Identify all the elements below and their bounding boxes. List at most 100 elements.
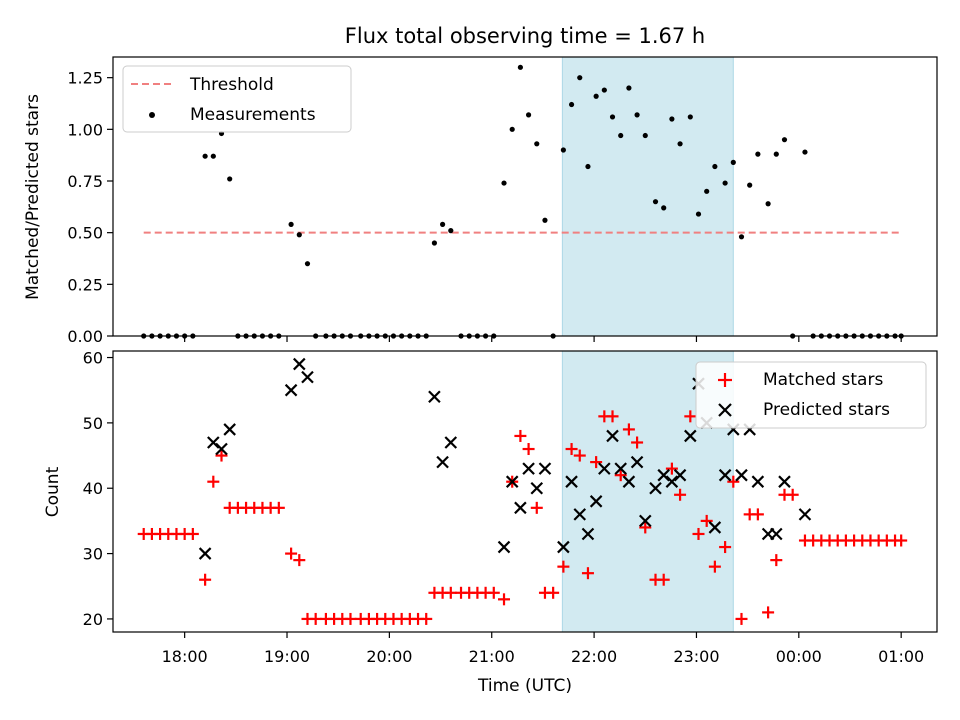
predicted-star-marker bbox=[573, 508, 587, 521]
measurement-point bbox=[440, 221, 446, 227]
count-x-tick-label: 22:00 bbox=[571, 647, 617, 666]
measurement-point bbox=[669, 116, 675, 122]
ratio-y-tick-label: 1.00 bbox=[67, 120, 103, 139]
predicted-star-marker bbox=[436, 455, 449, 469]
matched-star-marker bbox=[309, 612, 322, 625]
matched-star-marker bbox=[770, 554, 783, 567]
predicted-star-marker bbox=[207, 436, 220, 449]
count-panel-ylabel: Count bbox=[43, 466, 63, 517]
legend-matched-swatch bbox=[718, 373, 732, 387]
measurement-point bbox=[568, 101, 575, 108]
count-panel: 20 30 40 50 60 18:00 19:00 20:00 21:00 22:00 23:0… bbox=[43, 349, 938, 696]
matched-star-marker bbox=[530, 501, 543, 514]
count-y-tick-label: 30 bbox=[83, 545, 103, 564]
count-x-tick-label: 21:00 bbox=[469, 647, 515, 666]
ratio-panel-y-axis: 0.00 0.25 0.50 0.75 1.00 1.25 bbox=[67, 69, 113, 346]
matched-star-marker bbox=[186, 527, 199, 540]
predicted-star-marker bbox=[293, 357, 306, 371]
measurement-point bbox=[517, 64, 523, 70]
legend-measurements-swatch bbox=[149, 112, 155, 118]
count-y-tick-label: 40 bbox=[83, 479, 103, 498]
matched-star-marker bbox=[573, 449, 586, 462]
matched-star-marker bbox=[285, 547, 298, 560]
predicted-stars-points bbox=[198, 357, 812, 560]
predicted-star-marker bbox=[223, 423, 236, 436]
measurement-point bbox=[431, 240, 438, 246]
measurement-point bbox=[687, 114, 693, 120]
matched-star-marker bbox=[420, 612, 433, 625]
legend-measurements-label: Measurements bbox=[190, 105, 316, 125]
count-x-tick-label: 01:00 bbox=[878, 647, 924, 666]
predicted-star-marker bbox=[514, 501, 527, 515]
count-x-tick-label: 23:00 bbox=[673, 647, 719, 666]
measurement-point bbox=[618, 132, 624, 139]
measurement-point bbox=[802, 149, 808, 155]
predicted-star-marker bbox=[284, 383, 298, 397]
predicted-star-marker bbox=[606, 429, 619, 443]
predicted-star-marker bbox=[622, 475, 636, 488]
measurement-point bbox=[542, 217, 548, 223]
measurement-point bbox=[722, 180, 728, 186]
measurement-point bbox=[704, 188, 710, 194]
ratio-panel-legend: Threshold Measurements bbox=[122, 65, 352, 133]
predicted-star-marker bbox=[497, 540, 511, 554]
matched-star-marker bbox=[547, 586, 560, 599]
predicted-star-marker bbox=[778, 475, 791, 488]
predicted-star-marker bbox=[673, 468, 687, 482]
measurement-point bbox=[296, 232, 302, 238]
ratio-panel-frame bbox=[112, 56, 938, 337]
predicted-star-marker bbox=[798, 508, 812, 521]
predicted-star-marker bbox=[565, 475, 578, 488]
matched-star-marker bbox=[639, 521, 652, 534]
predicted-star-marker bbox=[581, 527, 595, 541]
predicted-star-marker bbox=[301, 370, 314, 384]
measurement-point bbox=[738, 234, 745, 240]
matched-star-marker bbox=[700, 514, 713, 527]
ratio-y-tick-label: 0.25 bbox=[67, 275, 103, 294]
count-y-tick-label: 50 bbox=[83, 414, 103, 433]
measurement-point bbox=[747, 182, 753, 188]
measurement-point bbox=[288, 221, 294, 227]
matched-star-marker bbox=[514, 429, 527, 442]
ratio-panel: 0.00 0.25 0.50 0.75 1.00 1.25 Matched/Predict… bbox=[23, 56, 938, 346]
matched-star-marker bbox=[735, 612, 748, 625]
count-panel-xlabel: Time (UTC) bbox=[477, 676, 572, 696]
matched-star-marker bbox=[498, 593, 511, 606]
measurement-point bbox=[634, 112, 640, 118]
count-y-tick-label: 60 bbox=[83, 349, 103, 368]
measurement-point bbox=[202, 153, 208, 159]
count-x-tick-label: 19:00 bbox=[264, 647, 310, 666]
predicted-star-marker bbox=[598, 462, 611, 475]
ratio-panel-shaded-window bbox=[561, 56, 734, 337]
measurement-point bbox=[626, 85, 632, 91]
matched-star-marker bbox=[614, 469, 627, 482]
legend-threshold-label: Threshold bbox=[189, 75, 274, 95]
measurement-point bbox=[773, 151, 779, 157]
predicted-star-marker bbox=[735, 468, 748, 482]
predicted-star-marker bbox=[428, 390, 441, 404]
measurement-point bbox=[509, 126, 515, 132]
matched-star-marker bbox=[557, 560, 570, 573]
matched-star-marker bbox=[622, 423, 635, 436]
predicted-star-marker bbox=[444, 436, 458, 449]
matched-star-marker bbox=[444, 586, 457, 599]
count-panel-frame bbox=[112, 350, 938, 633]
count-y-tick-label: 20 bbox=[83, 610, 103, 629]
predicted-star-marker bbox=[770, 527, 783, 541]
measurement-point bbox=[227, 176, 233, 182]
matched-star-marker bbox=[215, 449, 228, 462]
predicted-star-marker bbox=[665, 475, 679, 488]
matched-star-marker bbox=[684, 410, 697, 423]
matched-star-marker bbox=[665, 462, 678, 475]
measurement-point bbox=[577, 75, 583, 81]
predicted-star-marker bbox=[630, 455, 644, 469]
predicted-star-marker bbox=[530, 481, 544, 495]
matched-star-marker bbox=[199, 573, 212, 586]
predicted-star-marker bbox=[557, 540, 570, 554]
matched-star-marker bbox=[692, 527, 705, 540]
measurement-point bbox=[642, 132, 648, 139]
measurement-point bbox=[448, 228, 454, 234]
ratio-panel-ylabel: Matched/Predicted stars bbox=[23, 94, 43, 300]
ratio-y-tick-label: 1.25 bbox=[67, 69, 103, 88]
